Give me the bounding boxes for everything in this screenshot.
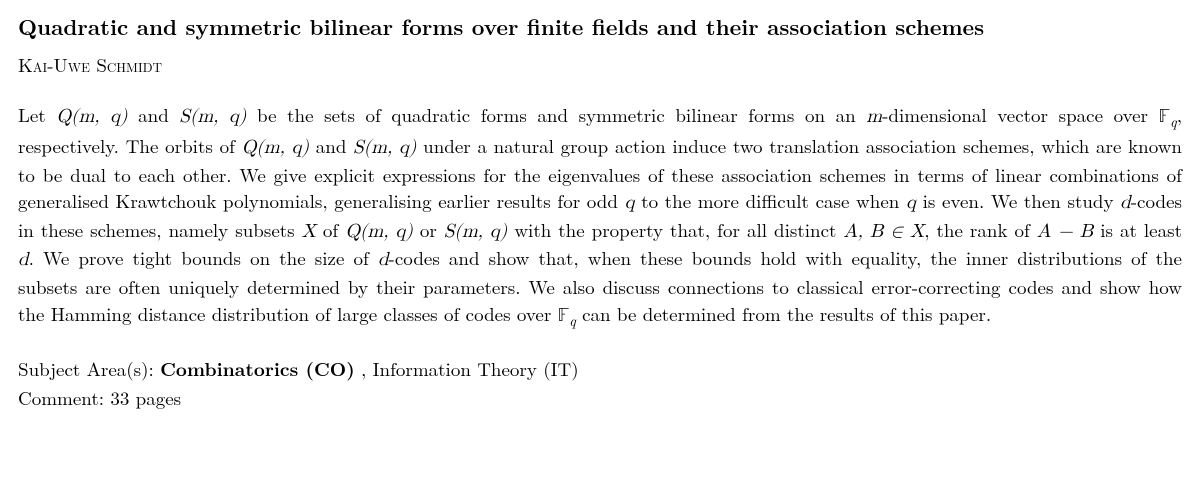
abstract-text: or: [413, 216, 444, 243]
math-Fq: 𝔽: [558, 306, 570, 325]
abstract-text: to the more difficult case when: [635, 187, 906, 214]
math-q: q: [625, 193, 635, 212]
math-ABinX: A, B ∈ X: [843, 222, 924, 241]
abstract-text: Let: [18, 101, 56, 128]
abstract-text: and: [309, 132, 353, 159]
math-AminusB: A − B: [1037, 222, 1093, 241]
abstract-text: can be determined from the results of th…: [576, 300, 991, 327]
abstract-text: and: [128, 101, 180, 128]
abstract-text: of: [316, 216, 345, 243]
math-Qmq: Q(m, q): [345, 222, 413, 241]
paper-title: Quadratic and symmetric bilinear forms o…: [18, 12, 1182, 42]
math-Smq: S(m, q): [353, 138, 416, 157]
subject-secondary: Information Theory (IT): [373, 355, 579, 382]
comment-line: Comment: 33 pages: [18, 385, 1182, 412]
math-m: m: [866, 107, 882, 126]
math-Qmq: Q(m, q): [56, 107, 127, 126]
subject-area-line: Subject Area(s): Combinatorics (CO) , In…: [18, 355, 1182, 383]
abstract-text: be the sets of quadratic forms and symme…: [246, 101, 866, 128]
subject-label: Subject Area(s):: [18, 355, 160, 382]
abstract-text: . We prove tight bounds on the size of: [29, 244, 378, 271]
math-Fq: 𝔽: [1159, 107, 1171, 126]
abstract-text: with the property that, for all distinct: [507, 216, 843, 243]
paper-abstract: Let Q(m, q) and S(m, q) be the sets of q…: [18, 102, 1182, 331]
subject-primary: Combinatorics (CO): [160, 354, 355, 382]
math-q: q: [906, 193, 916, 212]
math-X: X: [302, 222, 316, 241]
math-d: d: [378, 250, 389, 269]
abstract-text: -dimensional vector space over: [882, 101, 1158, 128]
math-Smq: S(m, q): [179, 107, 246, 126]
math-Qmq: Q(m, q): [242, 138, 309, 157]
math-Smq: S(m, q): [444, 222, 507, 241]
math-d: d: [1120, 193, 1131, 212]
abstract-text: , the rank of: [924, 216, 1037, 243]
abstract-text: is even. We then study: [916, 187, 1120, 214]
comment-value: 33 pages: [110, 384, 181, 411]
abstract-text: is at least: [1093, 216, 1182, 243]
comment-label: Comment:: [18, 384, 110, 411]
math-d: d: [18, 250, 29, 269]
paper-author: Kai-Uwe Schmidt: [18, 52, 1182, 79]
subject-separator: ,: [355, 355, 373, 382]
